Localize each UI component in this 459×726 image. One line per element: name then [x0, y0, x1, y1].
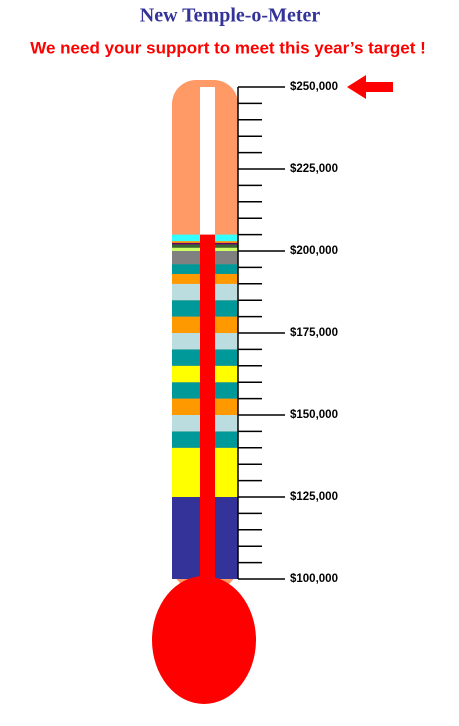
y-tick-label: $175,000 [290, 327, 338, 339]
y-tick-label: $225,000 [290, 163, 338, 175]
y-tick-label: $100,000 [290, 573, 338, 585]
bulb [152, 576, 256, 704]
y-tick-label: $150,000 [290, 409, 338, 421]
target-arrow [347, 75, 393, 99]
chart-title: New Temple-o-Meter [140, 5, 321, 27]
y-tick-label: $125,000 [290, 491, 338, 503]
y-tick-label: $250,000 [290, 81, 338, 93]
y-tick-label: $200,000 [290, 245, 338, 257]
chart-subtitle: We need your support to meet this year’s… [30, 38, 426, 57]
mercury [200, 234, 215, 589]
